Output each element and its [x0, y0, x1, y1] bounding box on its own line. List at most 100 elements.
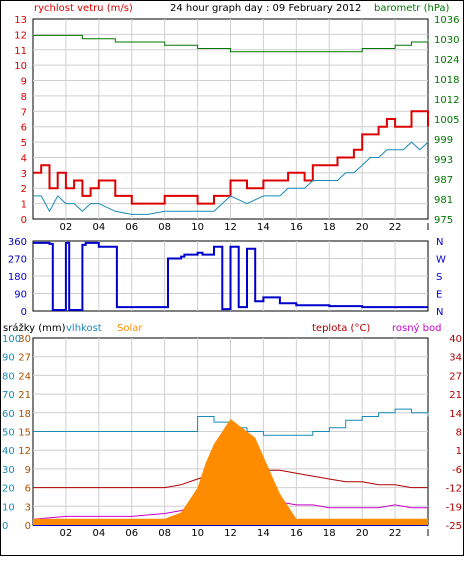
wind-tick-label: 0: [21, 215, 27, 226]
solar-axis-title: Solar: [117, 323, 143, 334]
temperature-tick-label: 21: [449, 390, 462, 401]
wind-tick-label: 13: [14, 15, 27, 26]
pressure-tick-label: 1024: [434, 55, 459, 66]
pressure-tick-label: 987: [434, 175, 453, 186]
pressure-tick-label: 1018: [434, 75, 459, 86]
wind-tick-label: 8: [21, 92, 27, 103]
compass-tick-label: N: [436, 307, 443, 318]
rain-tick-label: 0: [25, 521, 31, 532]
humidity-axis-title: vlhkost: [66, 323, 102, 334]
x-tick-label-top: I: [427, 222, 430, 233]
temperature-tick-label: 8: [456, 428, 462, 439]
humidity-tick-label: 70: [2, 390, 15, 401]
rain-tick-label: 9: [25, 465, 31, 476]
x-tick-label-bottom: 16: [290, 528, 303, 539]
humidity-tick-label: 40: [2, 446, 15, 457]
compass-tick-label: E: [436, 290, 442, 301]
wind-direction-line: [33, 241, 428, 311]
rain-tick-label: 24: [18, 371, 31, 382]
x-tick-label-bottom: 14: [257, 528, 270, 539]
pressure-tick-label: 999: [434, 135, 453, 146]
wind-tick-label: 3: [21, 169, 27, 180]
x-tick-label-top: 02: [60, 222, 73, 233]
humidity-tick-label: 20: [2, 484, 15, 495]
x-tick-label-top: 14: [257, 222, 270, 233]
wind-tick-label: 1: [21, 200, 27, 211]
temperature-tick-label: -25: [446, 521, 462, 532]
direction-tick-label: 180: [8, 272, 27, 283]
compass-tick-label: N: [436, 237, 443, 248]
temperature-tick-label: 1: [456, 446, 462, 457]
rain-tick-label: 15: [18, 428, 31, 439]
pressure-tick-label: 1030: [434, 35, 459, 46]
pressure-tick-label: 1012: [434, 95, 459, 106]
humidity-tick-label: 100: [2, 334, 21, 345]
temperature-tick-label: -6: [452, 465, 462, 476]
x-tick-label-bottom: 10: [191, 528, 204, 539]
chart-title: 24 hour graph day : 09 February 2012: [170, 3, 361, 14]
temperature-tick-label: 14: [449, 409, 462, 420]
humidity-tick-label: 60: [2, 409, 15, 420]
direction-tick-label: 90: [14, 290, 27, 301]
pressure-tick-label: 993: [434, 155, 453, 166]
x-tick-label-bottom: 08: [158, 528, 171, 539]
temperature-tick-label: 34: [449, 353, 462, 364]
barometer-axis-title: barometr (hPa): [374, 3, 450, 14]
wind-gust-line: [33, 110, 429, 205]
humidity-line: [33, 408, 429, 436]
x-tick-label-bottom: 20: [356, 528, 369, 539]
pressure-line: [33, 34, 429, 53]
x-tick-label-bottom: 12: [224, 528, 237, 539]
temperature-tick-label: 27: [449, 371, 462, 382]
rain-tick-label: 18: [18, 409, 31, 420]
temperature-axis-title: teplota (°C): [312, 323, 370, 334]
solar-area: [33, 419, 428, 525]
x-tick-label-top: 20: [356, 222, 369, 233]
direction-tick-label: 360: [8, 237, 27, 248]
humidity-tick-label: 0: [2, 521, 8, 532]
humidity-tick-label: 50: [2, 428, 15, 439]
humidity-tick-label: 90: [2, 353, 15, 364]
rain-axis-title: srážky (mm): [3, 322, 66, 334]
wind-tick-label: 7: [21, 107, 27, 118]
wind-axis-title: rychlost vetru (m/s): [34, 3, 133, 14]
x-tick-label-bottom: 04: [92, 528, 105, 539]
x-tick-label-top: 10: [191, 222, 204, 233]
x-tick-label-top: 22: [389, 222, 402, 233]
temperature-tick-label: -12: [446, 484, 462, 495]
wind-tick-label: 9: [21, 77, 27, 88]
direction-tick-label: 270: [8, 255, 27, 266]
wind-tick-label: 10: [14, 61, 27, 72]
dew-point-axis-title: rosný bod: [392, 322, 441, 334]
rain-tick-label: 21: [18, 390, 31, 401]
x-tick-label-top: 12: [224, 222, 237, 233]
humidity-tick-label: 80: [2, 371, 15, 382]
rain-tick-label: 6: [25, 484, 31, 495]
compass-tick-label: S: [436, 272, 442, 283]
x-tick-label-bottom: 06: [125, 528, 138, 539]
x-tick-label-bottom: 22: [389, 528, 402, 539]
pressure-tick-label: 981: [434, 195, 453, 206]
humidity-tick-label: 10: [2, 502, 15, 513]
x-tick-label-top: 04: [92, 222, 105, 233]
rain-tick-label: 3: [25, 502, 31, 513]
x-tick-label-top: 18: [323, 222, 336, 233]
tick-labels: 0123456789101112139759819879939991005101…: [2, 15, 462, 539]
wind-tick-label: 6: [21, 123, 27, 134]
x-tick-label-bottom: 02: [60, 528, 73, 539]
series-marks: [32, 34, 429, 526]
x-tick-label-bottom: 18: [323, 528, 336, 539]
rain-tick-label: 27: [18, 353, 31, 364]
x-tick-label-top: 06: [125, 222, 138, 233]
rain-tick-label: 12: [18, 446, 31, 457]
compass-tick-label: W: [436, 255, 446, 266]
wind-tick-label: 12: [14, 30, 27, 41]
temperature-tick-label: 40: [449, 334, 462, 345]
x-tick-label-top: 16: [290, 222, 303, 233]
wind-average-line: [33, 141, 429, 215]
pressure-tick-label: 975: [434, 215, 453, 226]
pressure-tick-label: 1005: [434, 115, 459, 126]
wind-tick-label: 4: [21, 153, 27, 164]
humidity-tick-label: 30: [2, 465, 15, 476]
